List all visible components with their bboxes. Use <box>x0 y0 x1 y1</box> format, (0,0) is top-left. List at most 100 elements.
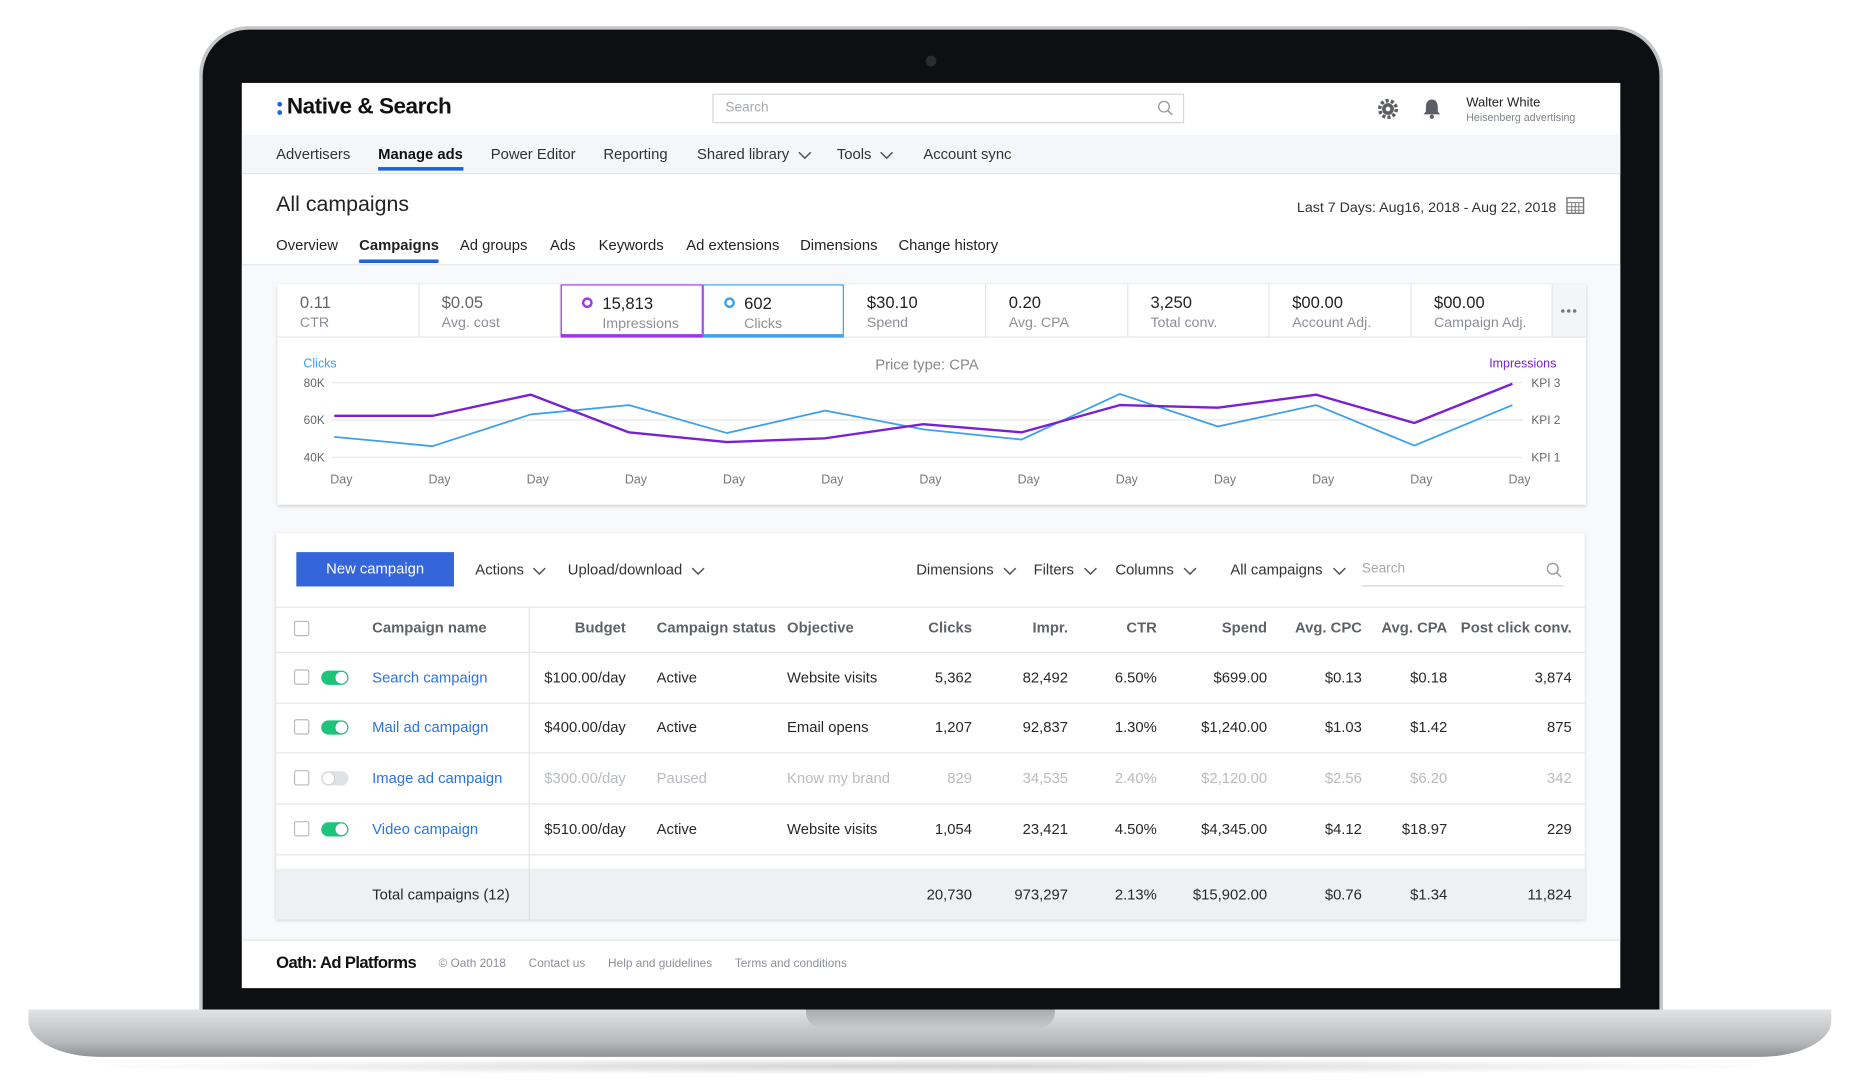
kpi-label: Campaign Adj. <box>1433 313 1527 331</box>
status-toggle[interactable] <box>321 720 349 735</box>
campaign-link[interactable]: Search campaign <box>372 669 488 686</box>
toolbar-menu[interactable]: Filters <box>1033 561 1074 579</box>
toolbar-menu[interactable]: Actions <box>475 561 524 579</box>
tab[interactable]: Campaigns <box>359 236 440 254</box>
column-divider <box>528 606 530 920</box>
column-header[interactable]: Post click conv. <box>1460 619 1572 637</box>
table-cell: $300.00/day <box>544 770 626 787</box>
checkbox[interactable] <box>293 770 310 786</box>
table-cell: Email opens <box>787 719 869 736</box>
table-cell: Paused <box>656 770 707 787</box>
kpi-more[interactable] <box>1552 284 1586 338</box>
search-icon <box>1546 562 1562 578</box>
table-cell: 1,207 <box>934 719 972 736</box>
checkbox[interactable] <box>293 669 310 685</box>
column-header[interactable]: Clicks <box>928 619 972 637</box>
column-header[interactable]: Objective <box>787 619 854 637</box>
status-toggle[interactable] <box>321 771 349 786</box>
tab[interactable]: Ad extensions <box>686 236 780 254</box>
calendar-icon <box>1566 197 1585 214</box>
chevron-path <box>691 567 705 576</box>
column-header[interactable]: Campaign name <box>372 619 487 637</box>
column-divider <box>528 868 530 920</box>
row-divider <box>276 702 1585 704</box>
search-icon-lens <box>1546 562 1559 575</box>
x-tick-label: Day <box>1312 472 1335 486</box>
chevron <box>1003 567 1017 576</box>
x-tick-label: Day <box>625 472 648 486</box>
column-header[interactable]: Campaign status <box>656 619 777 637</box>
nav-item[interactable]: Advertisers <box>276 145 351 163</box>
toolbar-menu[interactable]: Dimensions <box>916 561 994 579</box>
footer-brand: Oath: Ad Platforms <box>276 952 417 972</box>
tab[interactable]: Dimensions <box>800 236 878 254</box>
table-cell: 6.50% <box>1114 669 1157 686</box>
column-header[interactable]: Budget <box>574 619 626 637</box>
kpi-tile[interactable]: 15,813 Impressions <box>560 284 703 338</box>
tab[interactable]: Ad groups <box>459 236 528 254</box>
toolbar-menu[interactable]: Upload/download <box>567 561 683 579</box>
chevron-path <box>532 567 546 576</box>
notifications-icon <box>1423 99 1441 119</box>
toolbar-menu[interactable]: Columns <box>1115 561 1174 579</box>
tab[interactable]: Keywords <box>598 236 664 254</box>
table-cell: $2,120.00 <box>1201 770 1268 787</box>
column-header[interactable]: Avg. CPC <box>1294 619 1362 637</box>
table-cell: 92,837 <box>1022 719 1068 736</box>
kpi-tile[interactable]: 3,250 Total conv. <box>1127 284 1270 338</box>
calendar-grid <box>1566 202 1584 214</box>
kpi-tile[interactable]: $30.10 Spend <box>844 284 987 338</box>
new-campaign-button[interactable]: New campaign <box>296 552 454 587</box>
table-cell: 1.30% <box>1114 719 1157 736</box>
series-line <box>334 393 1513 448</box>
chevron <box>532 567 546 576</box>
kpi-tile[interactable]: 0.20 Avg. CPA <box>986 284 1128 338</box>
settings-icon <box>1377 98 1399 120</box>
kpi-value: $00.00 <box>1292 292 1343 312</box>
x-tick-label: Day <box>330 472 353 486</box>
campaign-link[interactable]: Mail ad campaign <box>372 719 489 736</box>
toolbar-menu[interactable]: All campaigns <box>1230 561 1323 579</box>
kpi-tile[interactable]: 602 Clicks <box>702 284 845 338</box>
nav-item[interactable]: Shared library <box>696 145 790 163</box>
nav-active-underline <box>378 167 464 171</box>
totals-cell: 20,730 <box>926 886 972 903</box>
column-header[interactable]: Spend <box>1221 619 1268 637</box>
search-box[interactable]: Search <box>712 93 1185 124</box>
status-toggle[interactable] <box>321 670 349 685</box>
tab[interactable]: Ads <box>549 236 576 254</box>
footer-link[interactable]: Contact us <box>528 957 586 971</box>
checkbox[interactable] <box>293 719 310 735</box>
kpi-value: 3,250 <box>1150 292 1192 312</box>
kpi-tile[interactable]: $00.00 Campaign Adj. <box>1411 284 1554 338</box>
footer-link[interactable]: Help and guidelines <box>608 957 713 971</box>
table-search[interactable]: Search <box>1361 557 1564 587</box>
nav-item[interactable]: Reporting <box>603 145 668 163</box>
footer-link[interactable]: Terms and conditions <box>734 957 847 971</box>
column-header[interactable]: CTR <box>1126 619 1157 637</box>
tab[interactable]: Change history <box>898 236 999 254</box>
campaign-link[interactable]: Video campaign <box>372 821 479 838</box>
kpi-tile[interactable]: $0.05 Avg. cost <box>419 284 561 338</box>
kpi-label: Impressions <box>602 315 680 332</box>
tab[interactable]: Overview <box>276 236 338 254</box>
search-icon-lens <box>1157 100 1171 113</box>
nav-item[interactable]: Manage ads <box>378 145 463 163</box>
totals-cell: $0.76 <box>1324 886 1362 903</box>
nav-item[interactable]: Tools <box>836 145 872 163</box>
column-header[interactable]: Avg. CPA <box>1381 619 1448 637</box>
checkbox[interactable] <box>293 620 310 637</box>
table-cell: $4,345.00 <box>1201 821 1268 838</box>
table-cell: Website visits <box>787 821 878 838</box>
checkbox[interactable] <box>293 821 310 837</box>
status-toggle[interactable] <box>321 822 349 837</box>
column-header[interactable]: Impr. <box>1032 619 1068 637</box>
table-cell: 1,054 <box>934 821 972 838</box>
campaign-link[interactable]: Image ad campaign <box>372 770 503 787</box>
nav-item[interactable]: Power Editor <box>490 145 576 163</box>
kpi-label: Spend <box>866 313 909 331</box>
date-range[interactable]: Last 7 Days: Aug16, 2018 - Aug 22, 2018 <box>1296 199 1557 216</box>
kpi-tile[interactable]: $00.00 Account Adj. <box>1269 284 1412 338</box>
nav-item[interactable]: Account sync <box>923 145 1012 163</box>
kpi-tile[interactable]: 0.11 CTR <box>277 284 420 338</box>
